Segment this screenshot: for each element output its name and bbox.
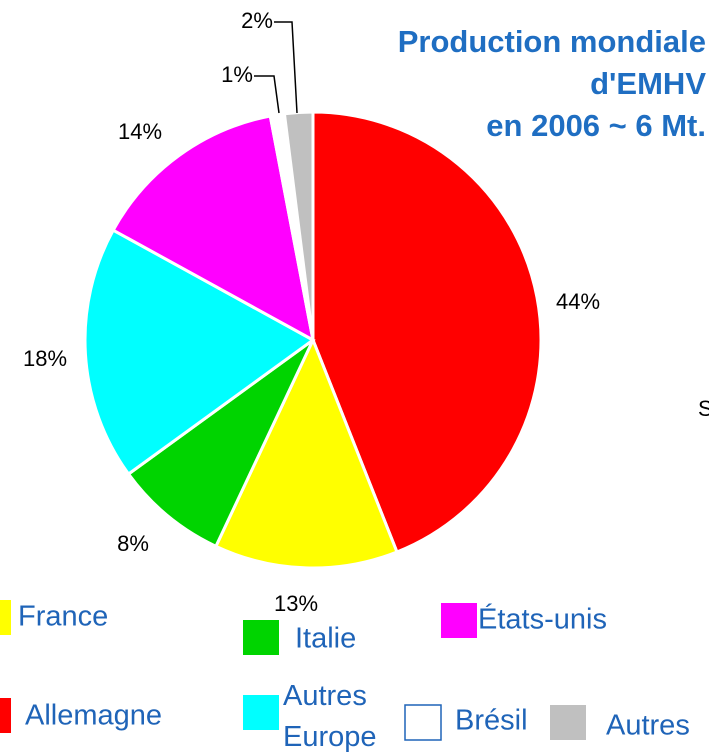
legend-swatch — [0, 600, 11, 635]
data-label: 1% — [221, 62, 253, 87]
pie-slice — [311, 110, 543, 554]
legend-swatch — [243, 695, 279, 730]
data-label: 18% — [23, 346, 67, 371]
legend-swatch — [243, 620, 279, 655]
data-label: 14% — [118, 119, 162, 144]
legend-label: États-unis — [478, 603, 607, 636]
legend-swatch — [404, 704, 442, 741]
legend-swatch — [550, 705, 586, 740]
leader-line — [274, 21, 298, 114]
chart-title-line: d'EMHV — [590, 66, 706, 101]
legend-swatch — [441, 603, 477, 638]
pie-slice — [213, 336, 399, 570]
pie-slice — [282, 110, 315, 341]
legend-label: France — [18, 601, 108, 633]
legend-label: Italie — [295, 623, 356, 655]
legend-label: Autres Europe — [283, 680, 377, 753]
data-label: 8% — [117, 531, 149, 556]
leader-line — [254, 75, 280, 114]
legend-swatch — [0, 698, 11, 733]
data-label: 2% — [241, 8, 273, 33]
legend-label: Autres — [606, 710, 690, 742]
pie-slice — [126, 338, 315, 549]
chart-title-line: Production mondiale — [398, 24, 706, 59]
pie-slice — [83, 228, 316, 477]
data-label: 44% — [556, 289, 600, 314]
data-label: 13% — [274, 591, 318, 616]
chart-title-line: en 2006 ~ 6 Mt. — [486, 108, 706, 143]
legend-label: Brésil — [455, 705, 528, 737]
note: S — [698, 396, 709, 421]
pie-slice — [111, 114, 316, 343]
legend-label: Allemagne — [25, 700, 162, 732]
